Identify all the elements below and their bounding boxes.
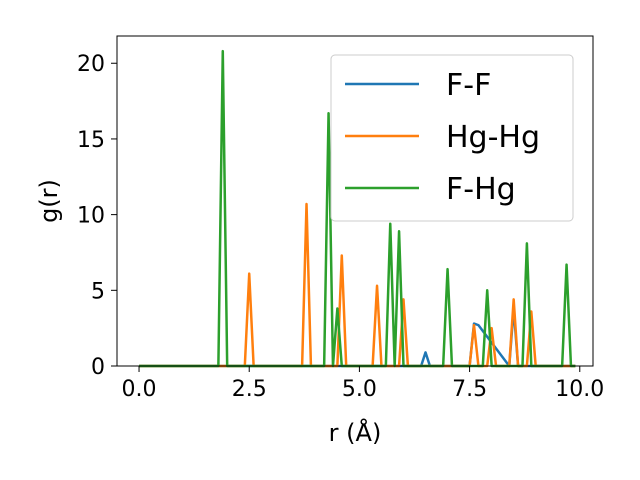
y-tick-label: 0 (91, 355, 105, 380)
x-axis: 0.0 2.5 5.0 7.5 10.0 (122, 366, 604, 402)
y-tick-label: 10 (77, 204, 105, 229)
x-tick-label: 0.0 (122, 377, 157, 402)
x-tick-label: 10.0 (555, 377, 604, 402)
legend: F-F Hg-Hg F-Hg (330, 54, 574, 222)
x-tick-label: 7.5 (452, 377, 487, 402)
legend-box (330, 54, 574, 222)
y-tick-label: 20 (77, 52, 105, 77)
legend-label-hg-hg: Hg-Hg (446, 120, 540, 155)
x-tick-label: 2.5 (232, 377, 267, 402)
legend-label-f-f: F-F (446, 68, 491, 103)
series-line-hg-hg (139, 202, 576, 368)
y-axis-label: g(r) (35, 179, 63, 223)
x-axis-label: r (Å) (329, 418, 382, 447)
legend-label-f-hg: F-Hg (446, 172, 516, 207)
y-tick-label: 5 (91, 279, 105, 304)
y-tick-label: 15 (77, 128, 105, 153)
x-tick-label: 5.0 (342, 377, 377, 402)
plot-frame (116, 35, 594, 367)
y-axis: 0 5 10 15 20 (77, 52, 117, 380)
